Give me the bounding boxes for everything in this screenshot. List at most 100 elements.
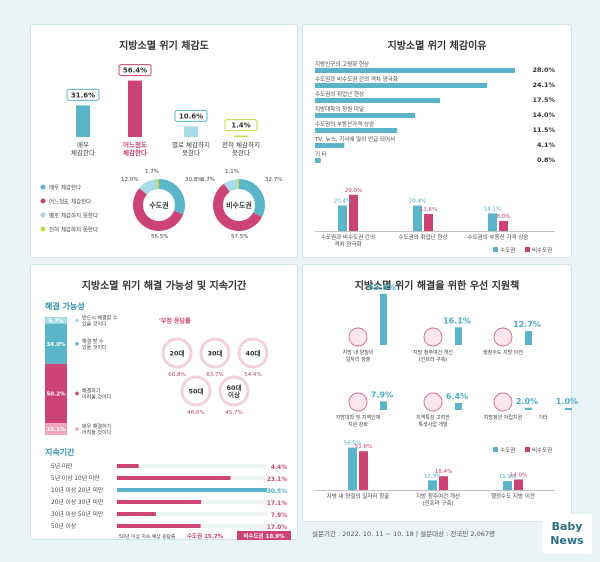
reason-bar [315, 98, 440, 103]
bubble-age: 40대 [245, 349, 260, 358]
reasons-chart: 지방인구의 고령화 현상 28.0% 수도권과 비수도권 간의 격차 양극화 24.1… [314, 60, 556, 254]
policy-label: 특색사업 개발 [418, 421, 448, 428]
stack-label: 해결하기 [82, 387, 100, 394]
legend-dot [40, 212, 46, 218]
policy-bar [455, 402, 462, 410]
policy-label: 지방청년 자립지원 [484, 414, 523, 421]
donut-slice [238, 179, 265, 218]
label-bg [315, 135, 435, 143]
reason-label: 지방인구의 고령화 현상 [315, 60, 369, 68]
stack-label: 어려울 것이다 [82, 393, 112, 400]
value-badge [174, 109, 208, 122]
duration-value: 17.0% [267, 525, 287, 531]
value-badge [118, 64, 152, 77]
duration-label: 10년 이상 20년 미만 [51, 486, 104, 494]
legend-label: 비수도권 [532, 246, 552, 254]
policy-label: 지방 청주여건 개선 [413, 349, 453, 356]
group-bar-b [349, 194, 358, 231]
stack-value: 10.1% [46, 427, 66, 433]
reason-bar [315, 128, 398, 133]
bar-value: 1.4% [231, 122, 250, 130]
stack-value: 5.7% [48, 318, 64, 324]
policy-icon [493, 327, 513, 347]
policy-value: 1.0% [556, 397, 578, 406]
bar-label: 전혀 체감하지 [222, 140, 260, 149]
bar-label: 체감한다 [71, 148, 95, 157]
donut-value: 8.7% [201, 177, 215, 183]
label-bg [315, 90, 435, 98]
donut-slice [158, 179, 185, 215]
policy-value: 16.1% [443, 316, 471, 325]
duration-bar [117, 464, 139, 468]
donut-value: 1.7% [145, 169, 159, 175]
policy-label: 행정수도 지방 이전 [483, 349, 523, 356]
duration-label: 5년 이상 10년 미만 [51, 474, 100, 482]
policy-value: 12.7% [513, 320, 541, 329]
policy-bar [525, 407, 532, 410]
reason-value: 14.0% [532, 111, 555, 119]
bubble-value: 45.7% [225, 410, 242, 416]
bubble [161, 337, 193, 369]
bar [184, 126, 198, 137]
reason-label: 수도권의 취업난 현상 [315, 90, 364, 98]
survey-footer: 설문기간 : 2022. 10. 11 ~ 10. 18 | 설문대상 : 전국… [312, 530, 496, 538]
duration-bar [117, 476, 231, 480]
group-value: 29.0% [345, 188, 362, 194]
reason-label: 수도권의 부동산가격 상승 [315, 120, 374, 128]
duration-track [117, 512, 267, 516]
legend-dot [40, 198, 46, 204]
donut-slice [213, 183, 263, 231]
policy-label: 지역특성 고려한 [416, 414, 450, 421]
duration-value: 23.1% [267, 477, 287, 483]
footnote-a: 수도권 15.7% [187, 532, 224, 540]
reason-label: 지방대학의 정원 미달 [315, 105, 364, 113]
legend-dot [40, 184, 46, 190]
bar-label: 못한다 [232, 148, 250, 157]
policy-value: 6.4% [446, 392, 468, 401]
policy-value: 7.9% [371, 390, 393, 399]
label-bg [315, 150, 435, 158]
value-badge [66, 88, 100, 101]
stack-value: 34.0% [46, 342, 66, 348]
group-value: 51.8% [355, 444, 372, 450]
reason-label: 수도권과 비수도권 간의 격차 양극화 [315, 75, 398, 83]
group-label: 수도권의 부동산 가격 상승 [468, 233, 529, 241]
group-value: 20.4% [409, 199, 426, 205]
donut-value: 55.5% [151, 234, 168, 240]
reason-bar [315, 143, 345, 148]
footnote-badge [237, 531, 291, 540]
bar [128, 80, 142, 137]
group-value: 8.0% [497, 214, 511, 220]
panel-policies: 지방소멸 위기 해결을 위한 우선 지원책 53.8% 지방 내 양질의 일자리 창… [302, 264, 578, 522]
duration-value: 7.9% [271, 513, 287, 519]
policy-bar [380, 293, 387, 345]
bubble-age: 60대 [226, 383, 241, 392]
panel-title: 지방소멸 위기 해결 가능성 및 지속기간 [31, 277, 297, 292]
legend-label: 비수도권 [532, 446, 552, 454]
policy-bar [565, 408, 572, 410]
policy-label: 기타 [538, 414, 548, 421]
group-bar-a [503, 481, 512, 490]
panel-reasons: 지방소멸 위기 체감이유 지방인구의 고령화 현상 28.0% 수도권과 비수도권 … [302, 24, 572, 258]
footnote: 50년 이상 지속 예상 응답률 [119, 533, 176, 540]
group-bar-a [338, 205, 347, 231]
legend-label: 수도권 [500, 246, 515, 254]
group-value: 14.0% [510, 473, 527, 479]
legend-label: 수도권 [500, 446, 515, 454]
panel-title: 지방소멸 위기 체감이유 [303, 37, 571, 52]
subtitle: 지속기간 [45, 447, 75, 457]
group-value: 12.9% [424, 473, 441, 479]
reason-bar [315, 113, 415, 118]
group-value: 56.5% [344, 441, 361, 447]
group-label: 수도권의 취업난 현상 [398, 233, 447, 241]
reason-bar [315, 83, 488, 88]
footnote-b: 비수도권 18.9% [243, 532, 285, 540]
donut-slice [133, 188, 184, 231]
reason-value: 0.8% [537, 156, 556, 164]
reason-bar [315, 158, 321, 163]
value-badge [224, 119, 258, 132]
donut-value: 12.0% [121, 177, 138, 183]
stack-dot [75, 427, 79, 431]
stack-label: 해결 할 수 [82, 338, 104, 345]
